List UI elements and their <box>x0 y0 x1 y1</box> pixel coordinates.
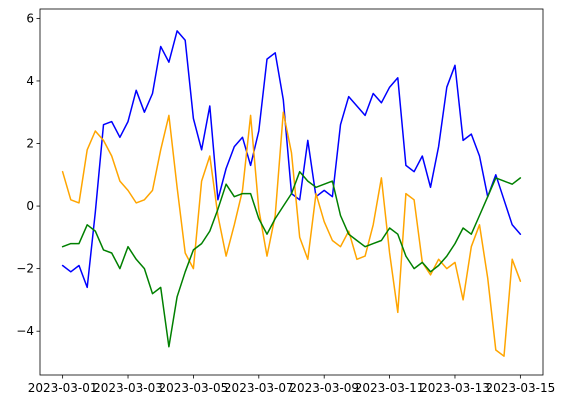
y-tick-label: 2 <box>26 137 34 151</box>
x-tick-label: 2023-03-07 <box>224 381 294 395</box>
x-tick-label: 2023-03-03 <box>93 381 163 395</box>
y-axis: −4 −2 0 2 4 6 <box>16 11 40 338</box>
series-layer <box>61 30 522 357</box>
x-tick-label: 2023-03-15 <box>485 381 555 395</box>
y-tick-label: 4 <box>26 74 34 88</box>
y-tick-label: −2 <box>16 262 34 276</box>
x-tick-label: 2023-03-05 <box>159 381 229 395</box>
series-line-3 <box>61 170 522 348</box>
series-line-2 <box>61 111 522 357</box>
x-tick-label: 2023-03-11 <box>355 381 425 395</box>
y-tick-label: 6 <box>26 11 34 25</box>
x-tick-label: 2023-03-13 <box>420 381 490 395</box>
x-tick-label: 2023-03-09 <box>289 381 359 395</box>
x-tick-label: 2023-03-01 <box>28 381 98 395</box>
y-tick-label: 0 <box>26 199 34 213</box>
plot-frame <box>39 8 544 376</box>
y-tick-label: −4 <box>16 324 34 338</box>
x-axis: 2023-03-012023-03-032023-03-052023-03-07… <box>28 375 555 395</box>
